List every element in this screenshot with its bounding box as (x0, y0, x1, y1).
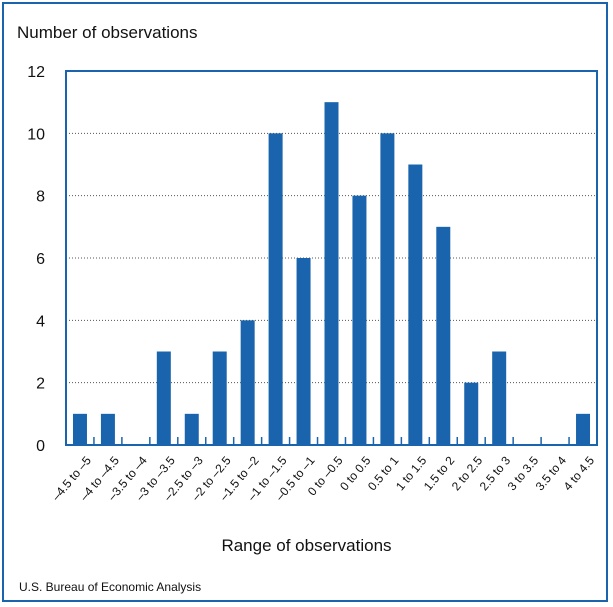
y-tick-labels: 0 2 4 6 8 10 12 (27, 64, 45, 455)
bar (464, 382, 479, 445)
bar (240, 320, 255, 445)
bar (100, 413, 115, 445)
y-tick-label: 12 (27, 64, 45, 81)
bar (296, 258, 311, 445)
bars (72, 102, 591, 446)
bar (324, 102, 339, 446)
bar (380, 133, 395, 446)
x-tick-label: 4 to 4.5 (561, 453, 598, 493)
bar (352, 195, 367, 445)
bar (268, 133, 283, 446)
plot-area-border (65, 70, 598, 446)
bar (72, 413, 87, 445)
bar (492, 351, 507, 445)
y-tick-label: 0 (36, 438, 45, 455)
y-tick-label: 8 (36, 189, 45, 206)
y-tick-label: 4 (36, 313, 45, 330)
bar (156, 351, 171, 445)
y-axis-title: Number of observations (17, 23, 198, 42)
x-axis-title: Range of observations (221, 536, 392, 555)
bar (212, 351, 227, 445)
bar (408, 164, 423, 445)
bar (576, 413, 591, 445)
y-tick-label: 2 (36, 376, 45, 393)
bar (184, 413, 199, 445)
source-note: U.S. Bureau of Economic Analysis (19, 580, 202, 594)
y-tick-label: 6 (36, 251, 45, 268)
bar (436, 226, 451, 445)
y-tick-label: 10 (27, 126, 45, 143)
x-tick-labels: –4.5 to –5–4 to –4.5–3.5 to –4–3 to –3.5… (49, 453, 597, 503)
